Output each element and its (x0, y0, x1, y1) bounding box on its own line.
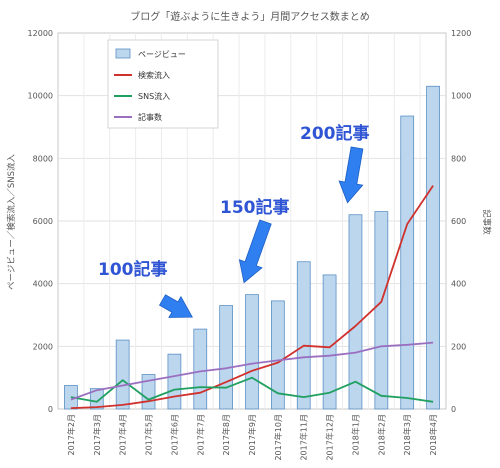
annotation-label: 100記事 (98, 259, 168, 280)
bar (400, 115, 415, 410)
x-tick-label: 2017年3月 (92, 414, 102, 455)
x-tick-label: 2017年2月 (66, 414, 76, 455)
bar (219, 305, 234, 410)
x-tick-label: 2017年9月 (247, 414, 257, 455)
legend-label: 記事数 (138, 112, 162, 122)
annotation-label: 200記事 (300, 123, 370, 144)
series-line (70, 376, 434, 403)
bar (115, 339, 130, 410)
y-axis-title-left: ページビュー／検索流入／SNS流入 (6, 154, 17, 290)
bars (64, 85, 440, 410)
x-tick-label: 2017年7月 (195, 414, 205, 455)
x-tick-label: 2017年4月 (118, 414, 128, 455)
y-tick-label-left: 2000 (33, 342, 53, 351)
y-tick-label-right: 600 (451, 217, 466, 226)
bar (89, 388, 104, 410)
x-tick-label: 2017年11月 (299, 414, 309, 461)
annotation-arrow (238, 219, 272, 284)
bar (374, 211, 389, 410)
legend-label: SNS流入 (138, 91, 170, 101)
annotations: 100記事 150記事 200記事 (98, 123, 370, 318)
y-axis-title-right: 記事数 (481, 209, 492, 235)
y-tick-label-left: 0 (48, 405, 53, 414)
annotation-arrow (158, 294, 193, 318)
y-tick-label-left: 6000 (33, 217, 53, 226)
axes: 0 2000 4000 6000 8000 10000 12000 0 200 400 600 800… (28, 29, 472, 461)
bar (167, 353, 182, 410)
chart-title: ブログ「遊ぶように生きよう」月間アクセス数まとめ (130, 10, 370, 23)
x-tick-label: 2017年6月 (169, 414, 179, 455)
series-line (70, 341, 434, 401)
bar (296, 261, 311, 410)
x-tick-label: 2017年8月 (221, 414, 231, 455)
annotation-arrow (338, 146, 364, 204)
legend-label: 検索流入 (138, 70, 170, 80)
y-tick-label-right: 0 (451, 405, 456, 414)
bar (270, 300, 285, 410)
y-tick-label-left: 10000 (28, 92, 53, 101)
x-tick-label: 2018年2月 (376, 414, 386, 455)
bar (245, 294, 259, 410)
bar (322, 274, 337, 410)
y-tick-label-right: 1200 (451, 29, 471, 38)
bar (348, 214, 363, 410)
x-tick-label: 2017年10月 (273, 414, 283, 461)
y-tick-label-left: 12000 (28, 29, 53, 38)
y-tick-label-right: 800 (451, 154, 466, 163)
lines (70, 185, 434, 409)
y-tick-label-right: 200 (451, 342, 466, 351)
y-tick-label-left: 4000 (33, 280, 53, 289)
y-tick-label-right: 1000 (451, 92, 471, 101)
y-tick-label-right: 400 (451, 280, 466, 289)
x-tick-label: 2018年3月 (402, 414, 412, 455)
x-tick-label: 2018年1月 (350, 414, 360, 455)
x-tick-label: 2017年5月 (144, 414, 154, 455)
bar (426, 85, 440, 410)
bar (193, 328, 208, 410)
y-tick-label-left: 8000 (33, 154, 53, 163)
series-line (70, 185, 434, 409)
legend-swatch (115, 48, 131, 59)
x-tick-label: 2018年4月 (428, 414, 438, 455)
annotation-label: 150記事 (220, 197, 290, 218)
legend-label: ページビュー (138, 50, 186, 59)
x-tick-label: 2017年12月 (325, 414, 335, 461)
